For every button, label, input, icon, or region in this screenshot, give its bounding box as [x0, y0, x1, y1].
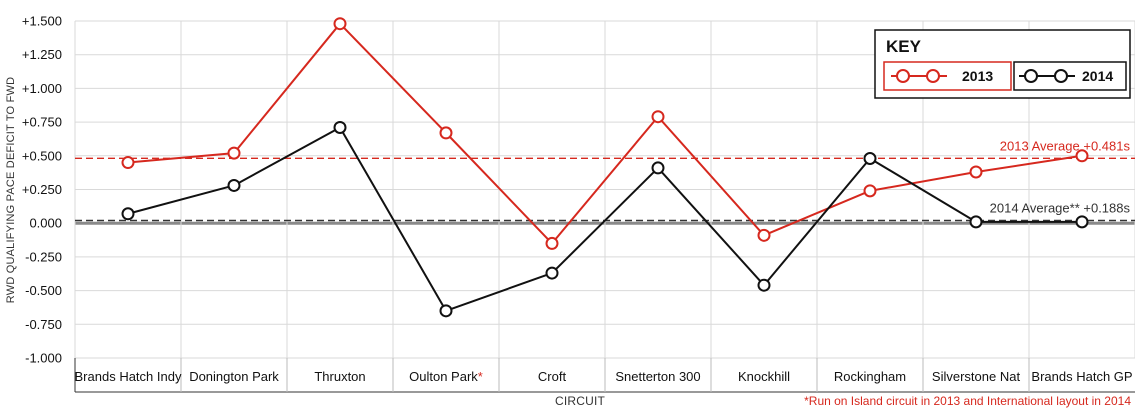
x-category-label: Donington Park [189, 369, 279, 384]
y-tick-label: +0.750 [22, 115, 62, 130]
x-category-label: Oulton Park* [409, 369, 483, 384]
data-point-2014 [121, 207, 135, 221]
data-point-2014 [227, 178, 241, 192]
data-point-2014 [969, 215, 983, 229]
data-point-2014 [757, 278, 771, 292]
legend: KEY 2013 2014 [874, 29, 1131, 99]
data-point-2013 [227, 146, 241, 160]
y-tick-label: +1.000 [22, 81, 62, 96]
x-category-label: Rockingham [834, 369, 906, 384]
legend-marker-2014 [1054, 69, 1068, 83]
data-point-2014 [1075, 215, 1089, 229]
y-tick-label: -0.750 [25, 317, 62, 332]
y-tick-label: +0.250 [22, 182, 62, 197]
x-category-label: Silverstone Nat [932, 369, 1021, 384]
x-category-label: Thruxton [314, 369, 365, 384]
y-axis-title: RWD QUALIFYING PACE DEFICIT TO FWD [5, 77, 17, 303]
x-category-label: Knockhill [738, 369, 790, 384]
data-point-2013 [969, 165, 983, 179]
series-line-2013 [127, 22, 1083, 245]
y-tick-labels: +1.500 +1.250 +1.000 +0.750 +0.500 +0.250 0.00… [22, 14, 62, 366]
data-point-2014 [545, 266, 559, 280]
y-tick-label: +0.500 [22, 148, 62, 163]
legend-box [874, 29, 1131, 99]
x-category-label: Brands Hatch Indy [75, 369, 182, 384]
legend-entry-2014: 2014 [1013, 61, 1127, 91]
x-category-label: Croft [538, 369, 567, 384]
x-category-label: Brands Hatch GP [1031, 369, 1132, 384]
legend-title: KEY [886, 37, 922, 56]
data-point-2014 [333, 120, 347, 134]
data-point-2014 [439, 304, 453, 318]
data-point-2013 [863, 184, 877, 198]
data-point-2013 [651, 110, 665, 124]
legend-marker-2013 [896, 69, 910, 83]
average-label: 2014 Average** +0.188s [990, 201, 1131, 216]
data-point-2013 [757, 228, 771, 242]
y-tick-label: -0.500 [25, 283, 62, 298]
y-tick-label: -0.250 [25, 249, 62, 264]
average-label: 2013 Average +0.481s [1000, 138, 1131, 153]
series-line-2014 [127, 126, 1082, 312]
footnote: *Run on Island circuit in 2013 and Inter… [804, 394, 1131, 408]
legend-marker-2013 [926, 69, 940, 83]
y-tick-label: +1.250 [22, 47, 62, 62]
x-category-label: Snetterton 300 [615, 369, 700, 384]
y-tick-label: 0.000 [29, 216, 62, 231]
gridlines [74, 20, 1135, 393]
data-point-2013 [333, 17, 347, 31]
legend-entry-2013: 2013 [883, 61, 1012, 91]
legend-marker-2014 [1024, 69, 1038, 83]
y-tick-label: +1.500 [22, 14, 62, 29]
legend-label-2013: 2013 [962, 68, 993, 84]
series-lines [121, 17, 1089, 318]
y-tick-label: -1.000 [25, 351, 62, 366]
x-category-labels: Brands Hatch Indy Donington Park Thruxton O… [75, 369, 1133, 384]
data-point-2013 [545, 236, 559, 250]
data-point-2013 [121, 156, 135, 170]
x-axis-title: CIRCUIT [555, 394, 606, 408]
data-point-2013 [439, 126, 453, 140]
data-point-2014 [651, 161, 665, 175]
reference-lines: 2013 Average +0.481s 2014 Average** +0.18… [75, 138, 1135, 222]
legend-label-2014: 2014 [1082, 68, 1113, 84]
data-point-2013 [1075, 149, 1089, 163]
data-point-2014 [863, 151, 877, 165]
